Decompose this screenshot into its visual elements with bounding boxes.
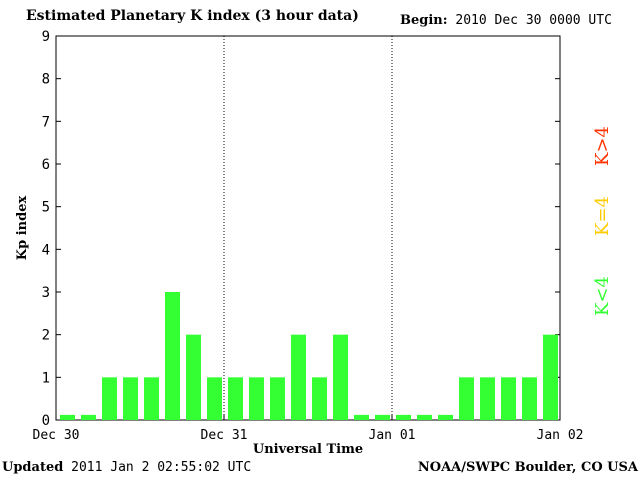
- kp-bar: [291, 334, 306, 420]
- kp-bar: [144, 377, 159, 420]
- kp-bar: [459, 377, 474, 420]
- kp-bar: [123, 377, 138, 420]
- kp-bar: [312, 377, 327, 420]
- kp-bar: [270, 377, 285, 420]
- kp-bar: [543, 334, 558, 420]
- x-axis-labels: Dec 30 Dec 31 Jan 01 Jan 02: [33, 415, 584, 443]
- kp-bar: [228, 377, 243, 420]
- updated-value: 2011 Jan 2 02:55:02 UTC: [71, 460, 252, 475]
- plot-frame: [55, 35, 561, 421]
- kp-bar: [102, 377, 117, 420]
- x-tick-label: Dec 31: [201, 428, 248, 443]
- x-tick-label: Jan 01: [369, 428, 416, 443]
- source-credit: NOAA/SWPC Boulder, CO USA: [417, 460, 638, 475]
- begin-info: Begin: 2010 Dec 30 0000 UTC: [400, 13, 612, 28]
- legend: K<4 K=4 K>4: [592, 126, 613, 316]
- legend-label: K<4: [592, 276, 613, 316]
- kp-bar: [396, 414, 411, 420]
- y-tick-label: 7: [42, 114, 50, 130]
- legend-label: K=4: [592, 196, 613, 236]
- kp-bar: [417, 414, 432, 420]
- y-tick-label: 1: [42, 370, 50, 386]
- y-tick-label: 4: [42, 242, 50, 258]
- updated-label: Updated: [2, 460, 64, 475]
- kp-bar: [438, 414, 453, 420]
- day-dividers: [223, 36, 393, 420]
- kp-bar: [60, 414, 75, 420]
- kp-bar: [501, 377, 516, 420]
- begin-label: Begin:: [400, 13, 448, 28]
- kp-bar: [207, 377, 222, 420]
- kp-bar: [375, 414, 390, 420]
- x-tick-label: Dec 30: [33, 428, 80, 443]
- begin-value: 2010 Dec 30 0000 UTC: [455, 13, 612, 28]
- x-axis-label: Universal Time: [253, 442, 363, 457]
- kp-bar: [186, 334, 201, 420]
- bar-series: [60, 292, 558, 420]
- kp-bar: [249, 377, 264, 420]
- kp-bar: [333, 334, 348, 420]
- kp-bar: [522, 377, 537, 420]
- y-axis-label: Kp index: [15, 196, 30, 261]
- y-tick-label: 2: [42, 328, 50, 344]
- y-tick-label: 3: [42, 285, 50, 301]
- kp-bar: [81, 414, 96, 420]
- y-tick-label: 6: [42, 157, 50, 173]
- kp-bar: [354, 414, 369, 420]
- y-tick-label: 0: [42, 413, 50, 429]
- kp-bar: [165, 292, 180, 420]
- legend-label: K>4: [592, 126, 613, 166]
- y-tick-label: 9: [42, 29, 50, 45]
- chart-title: Estimated Planetary K index (3 hour data…: [26, 8, 359, 24]
- updated-info: Updated 2011 Jan 2 02:55:02 UTC: [2, 460, 251, 475]
- kp-bar: [480, 377, 495, 420]
- y-tick-label: 8: [42, 72, 50, 88]
- x-tick-label: Jan 02: [537, 428, 584, 443]
- y-tick-label: 5: [42, 200, 50, 216]
